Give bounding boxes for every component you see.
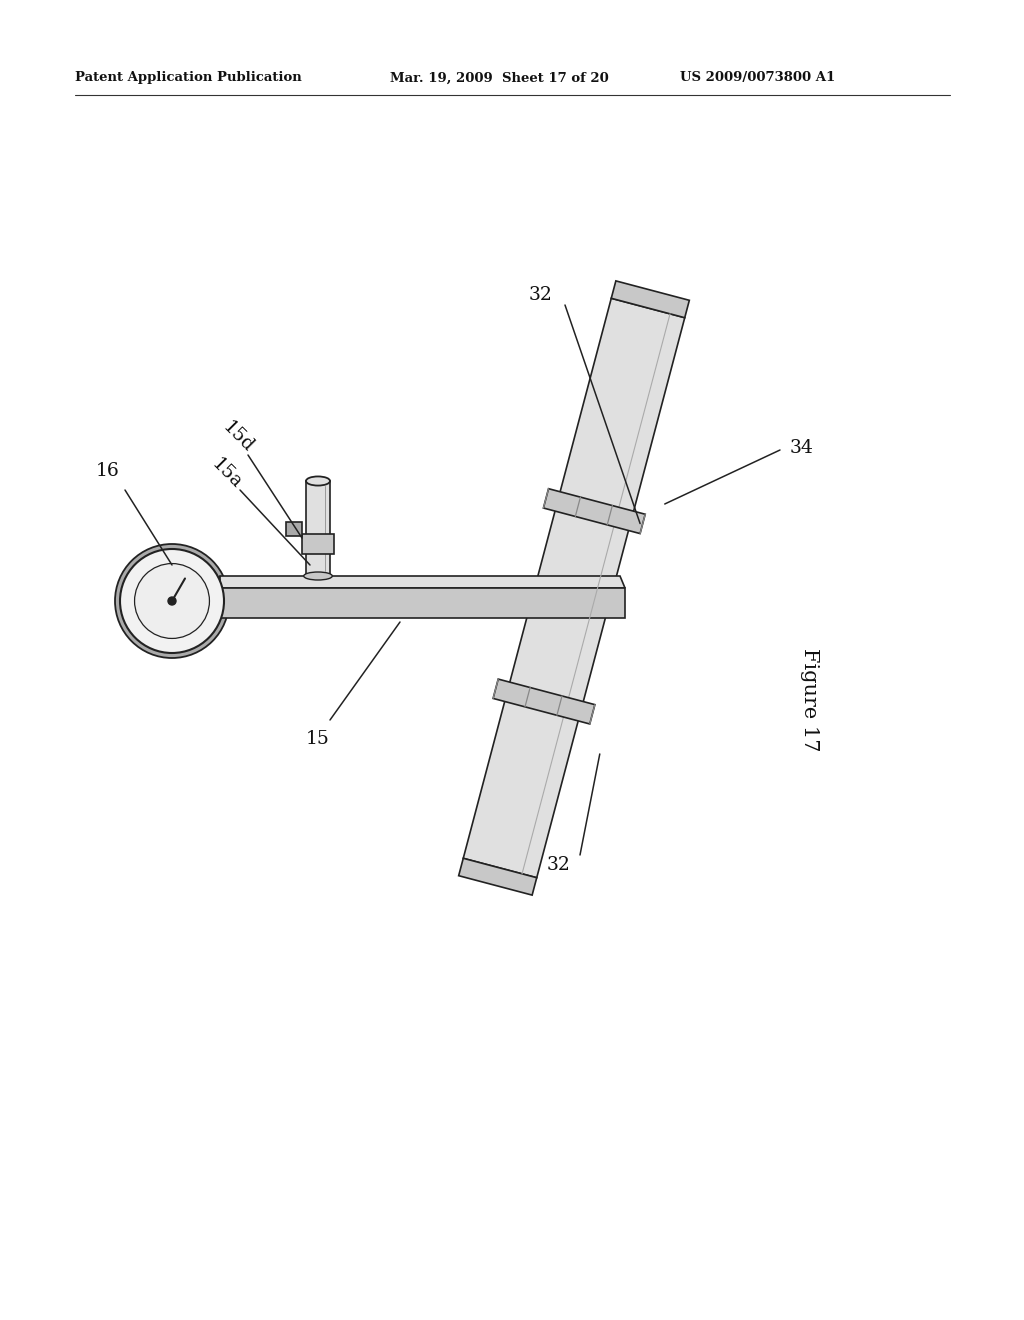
Text: 32: 32 [528,286,552,304]
Polygon shape [215,587,625,618]
Text: 34: 34 [790,440,814,457]
Text: 15d: 15d [219,417,257,455]
Text: US 2009/0073800 A1: US 2009/0073800 A1 [680,71,836,84]
Polygon shape [463,298,685,878]
Ellipse shape [306,477,330,486]
Polygon shape [215,576,625,587]
Polygon shape [306,480,330,576]
Polygon shape [215,576,220,618]
Circle shape [115,544,229,657]
Circle shape [168,597,176,605]
Text: 16: 16 [96,462,120,480]
Circle shape [120,549,224,653]
Ellipse shape [304,572,332,579]
Circle shape [134,564,210,639]
Polygon shape [286,521,302,536]
Text: Mar. 19, 2009  Sheet 17 of 20: Mar. 19, 2009 Sheet 17 of 20 [390,71,608,84]
Polygon shape [459,858,537,895]
Polygon shape [611,281,689,318]
Text: 32: 32 [546,855,570,874]
Polygon shape [544,488,645,533]
Text: Patent Application Publication: Patent Application Publication [75,71,302,84]
Polygon shape [494,678,595,723]
Text: Figure 17: Figure 17 [801,648,819,752]
Polygon shape [302,535,334,554]
Text: 15: 15 [306,730,330,748]
Text: 15a: 15a [208,455,245,492]
